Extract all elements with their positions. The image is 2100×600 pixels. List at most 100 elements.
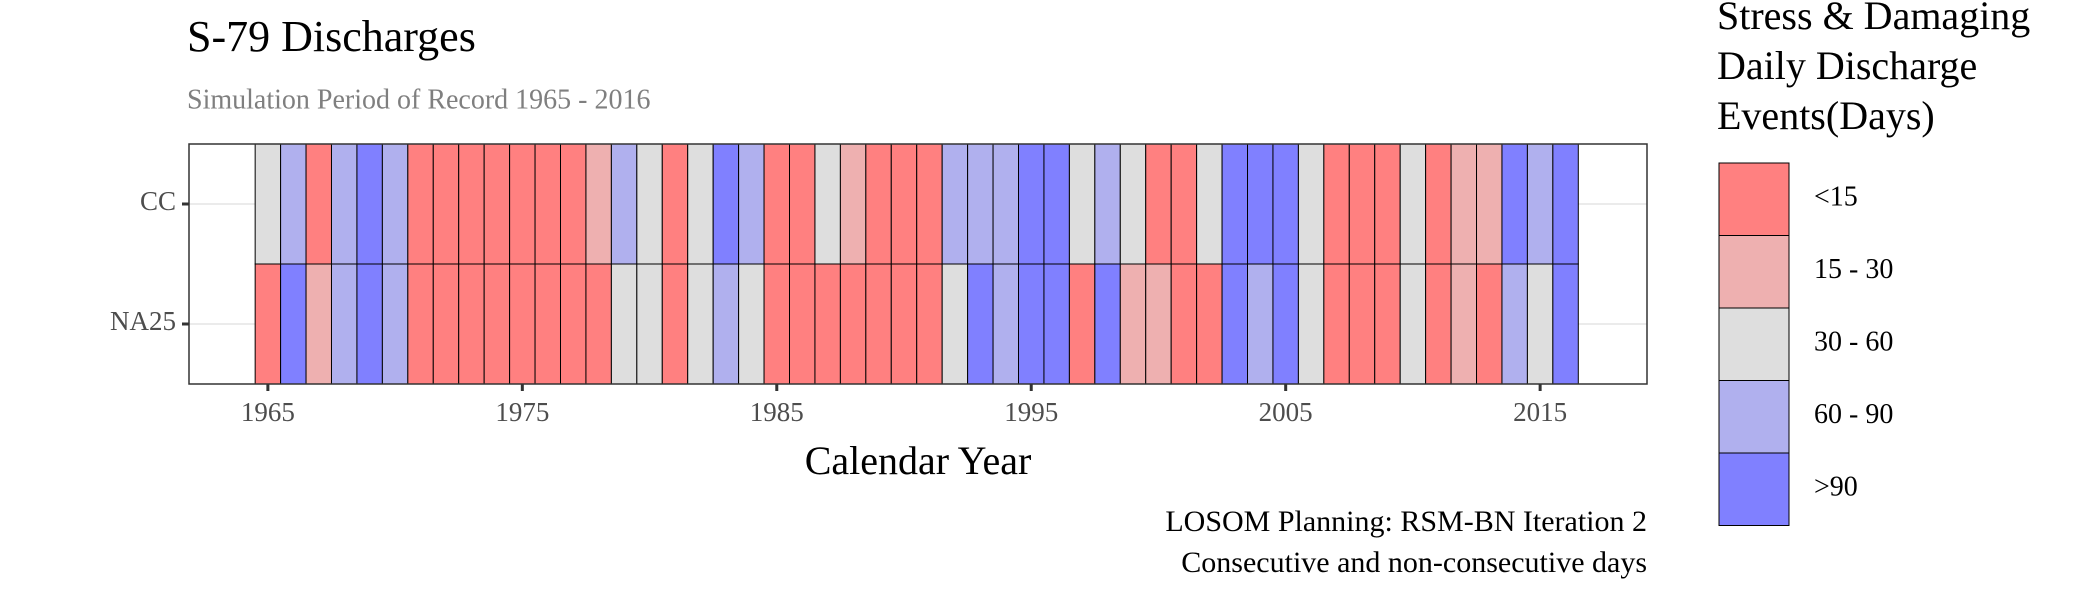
heatmap-cell: [1094, 143, 1121, 265]
heatmap-cell: [1145, 263, 1172, 385]
chart-title: S-79 Discharges: [187, 12, 476, 61]
heatmap-cell: [967, 143, 994, 265]
heatmap-cell: [254, 263, 282, 385]
heatmap-cell: [1450, 143, 1478, 265]
heatmap-cell: [280, 263, 307, 385]
heatmap-cell: [1501, 143, 1528, 265]
heatmap-cell: [1018, 263, 1045, 385]
heatmap-cell: [1272, 263, 1299, 385]
heatmap-cell: [1348, 143, 1376, 265]
heatmap-cell: [687, 263, 714, 385]
heatmap-cell: [585, 263, 612, 385]
heatmap-cell: [330, 143, 358, 265]
heatmap-cell: [865, 143, 892, 265]
heatmap-cell: [1425, 143, 1452, 265]
heatmap-cell: [407, 143, 434, 265]
heatmap-cell: [381, 143, 409, 265]
heatmap-cell: [738, 263, 765, 385]
heatmap-cell: [916, 263, 943, 385]
heatmap-cell: [789, 143, 816, 265]
heatmap-cell: [1450, 263, 1478, 385]
heatmap-cell: [534, 143, 561, 265]
plot-border: [188, 143, 1648, 385]
x-tick-label: 1965: [241, 397, 295, 427]
heatmap-cell: [458, 143, 485, 265]
heatmap-cell: [534, 263, 561, 385]
heatmap-cell: [1018, 143, 1045, 265]
y-tick-label: NA25: [110, 306, 176, 336]
caption: LOSOM Planning: RSM-BN Iteration 2: [1165, 505, 1647, 538]
heatmap-cell: [432, 143, 460, 265]
heatmap-cell: [1196, 143, 1223, 265]
heatmap-cell: [738, 143, 765, 265]
heatmap-cell: [890, 263, 918, 385]
heatmap-cell: [1552, 143, 1579, 265]
heatmap-cell: [1297, 263, 1325, 385]
heatmap-cell: [1323, 263, 1350, 385]
heatmap-cell: [1552, 263, 1579, 385]
heatmap-cell: [1221, 263, 1249, 385]
heatmap-cell: [1476, 263, 1503, 385]
legend-label: <15: [1814, 182, 1858, 213]
legend-label: 60 - 90: [1814, 399, 1893, 430]
heatmap-cell: [839, 143, 867, 265]
heatmap-cell: [1068, 143, 1096, 265]
heatmap-cell: [839, 263, 867, 385]
heatmap-cell: [1272, 143, 1299, 265]
heatmap-cell: [661, 143, 689, 265]
heatmap-cell: [636, 143, 663, 265]
x-tick-label: 2015: [1513, 397, 1567, 427]
heatmap-cell: [865, 263, 892, 385]
x-tick-label: 1985: [750, 397, 804, 427]
heatmap-cell: [483, 143, 511, 265]
heatmap-cell: [661, 263, 689, 385]
heatmap-cell: [381, 263, 409, 385]
heatmap-cell: [356, 143, 383, 265]
heatmap-cell: [763, 143, 791, 265]
heatmap-cell: [1119, 143, 1147, 265]
heatmap-cell: [610, 263, 638, 385]
heatmap-cell: [636, 263, 663, 385]
legend-swatch: [1718, 162, 1790, 236]
heatmap-cell: [916, 143, 943, 265]
heatmap-cell: [1501, 263, 1528, 385]
legend-title: Stress & Damaging: [1717, 0, 2030, 38]
heatmap-cell: [509, 143, 536, 265]
heatmap-cell: [254, 143, 282, 265]
heatmap-cell: [1068, 263, 1096, 385]
heatmap-cell: [1399, 143, 1427, 265]
heatmap-cell: [407, 263, 434, 385]
heatmap-cell: [763, 263, 791, 385]
heatmap-cell: [585, 143, 612, 265]
heatmap-cell: [992, 263, 1020, 385]
heatmap-cell: [559, 143, 587, 265]
heatmap-cell: [1145, 143, 1172, 265]
heatmap-cell: [509, 263, 536, 385]
heatmap-cell: [1170, 143, 1198, 265]
heatmap-cell: [610, 143, 638, 265]
heatmap-cell: [559, 263, 587, 385]
heatmap-cell: [1170, 263, 1198, 385]
heatmap-cell: [458, 263, 485, 385]
heatmap-cell: [1323, 143, 1350, 265]
x-tick-label: 2005: [1259, 397, 1313, 427]
heatmap-cell: [1348, 263, 1376, 385]
heatmap-cell: [1526, 143, 1554, 265]
heatmap-cell: [1374, 263, 1401, 385]
heatmap-cell: [1043, 263, 1070, 385]
x-tick-label: 1995: [1004, 397, 1058, 427]
legend-label: 30 - 60: [1814, 327, 1893, 358]
legend-swatch: [1718, 235, 1790, 309]
heatmap-cell: [1476, 143, 1503, 265]
heatmap-cell: [330, 263, 358, 385]
heatmap-cell: [280, 143, 307, 265]
heatmap-cell: [1526, 263, 1554, 385]
heatmap-cell: [1094, 263, 1121, 385]
heatmap-cell: [356, 263, 383, 385]
heatmap-cell: [305, 143, 332, 265]
heatmap-cell: [1297, 143, 1325, 265]
legend-label: 15 - 30: [1814, 254, 1893, 285]
x-axis-label: Calendar Year: [805, 438, 1032, 483]
heatmap-cell: [712, 263, 740, 385]
